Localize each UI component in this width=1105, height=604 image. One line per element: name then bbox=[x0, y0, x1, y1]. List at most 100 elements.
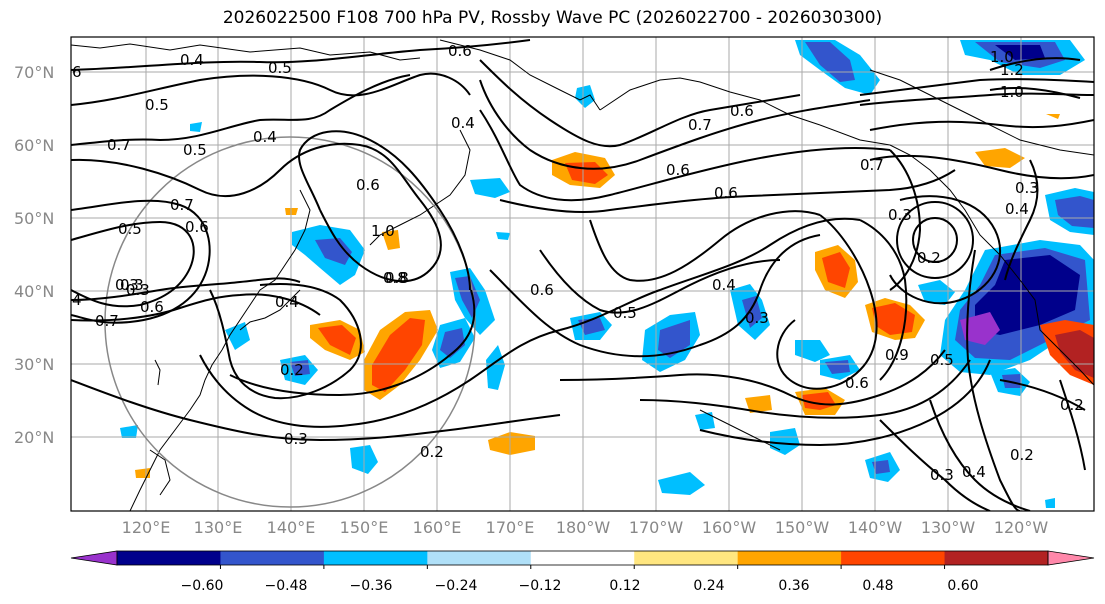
lon-label: 170°W bbox=[629, 518, 684, 537]
colorbar-bin bbox=[117, 551, 221, 565]
colorbar-tick-label: 0.12 bbox=[609, 578, 640, 594]
contour-label: 0.6 bbox=[356, 176, 380, 194]
contour-label: 6 bbox=[72, 63, 82, 81]
lon-label: 160°W bbox=[702, 518, 757, 537]
colorbar-bin bbox=[634, 551, 739, 565]
contour-label: 0.3 bbox=[284, 430, 308, 448]
contour-label: 0.3 bbox=[745, 309, 769, 327]
contour-label: 0.7 bbox=[107, 136, 131, 154]
colorbar-bin bbox=[427, 551, 532, 565]
contour-label: 0.3 bbox=[126, 281, 150, 299]
contour-label: 4 bbox=[72, 291, 82, 309]
anomaly-blob bbox=[488, 432, 535, 455]
contour-label: 0.5 bbox=[145, 96, 169, 114]
anomaly-blob bbox=[225, 322, 250, 350]
contour-label: 1.0 bbox=[371, 222, 395, 240]
lon-labels: 120°E 130°E 140°E 150°E 160°E 170°E 180°… bbox=[122, 518, 1049, 537]
anomaly-blob bbox=[372, 318, 425, 392]
anomaly-blob bbox=[382, 230, 400, 250]
shading-layer bbox=[120, 40, 1094, 508]
contour-label: 0.6 bbox=[185, 218, 209, 236]
pv-contours bbox=[71, 39, 1094, 511]
lon-label: 150°E bbox=[340, 518, 389, 537]
anomaly-blob bbox=[120, 425, 138, 438]
contour-label: 0.4 bbox=[451, 114, 475, 132]
lat-label: 30°N bbox=[14, 355, 54, 374]
contour-label: 0.5 bbox=[613, 304, 637, 322]
contour-label: 0.3 bbox=[930, 466, 954, 484]
contour-label: 0.6 bbox=[714, 184, 738, 202]
contour-label: 0.6 bbox=[730, 102, 754, 120]
contour-label: 0.6 bbox=[448, 42, 472, 60]
lon-label: 150°W bbox=[775, 518, 830, 537]
contour-label: 0.4 bbox=[253, 128, 277, 146]
contour-labels: 6 0.7 0.5 0.4 0.5 0.4 0.6 0.7 0.6 0.4 0.… bbox=[72, 42, 1084, 484]
anomaly-blob bbox=[658, 320, 690, 358]
map-frame bbox=[70, 36, 1095, 512]
contour-label: 0.7 bbox=[860, 156, 884, 174]
anomaly-blob bbox=[975, 148, 1025, 168]
anomaly-blob bbox=[918, 280, 955, 305]
anomaly-blob bbox=[872, 460, 890, 474]
contour-label: 0.6 bbox=[140, 298, 164, 316]
map-title: 2026022500 F108 700 hPa PV, Rossby Wave … bbox=[222, 8, 883, 28]
lat-label: 50°N bbox=[14, 209, 54, 228]
anomaly-blob bbox=[486, 345, 505, 390]
lat-label: 70°N bbox=[14, 63, 54, 82]
lat-labels: 70°N 60°N 50°N 40°N 30°N 20°N bbox=[14, 63, 54, 447]
contour-label: 0.4 bbox=[712, 276, 736, 294]
contour-label: 0.5 bbox=[183, 141, 207, 159]
contour-label: 0.6 bbox=[530, 281, 554, 299]
anomaly-blob bbox=[190, 122, 202, 132]
colorbar-frame bbox=[116, 550, 1049, 566]
contour-label: 0.8 bbox=[383, 269, 407, 287]
lat-label: 40°N bbox=[14, 282, 54, 301]
colorbar bbox=[70, 550, 1095, 569]
anomaly-blob bbox=[440, 328, 465, 358]
colorbar-bin bbox=[530, 551, 635, 565]
colorbar-tick-label: −0.12 bbox=[519, 578, 562, 594]
lon-label: 130°W bbox=[921, 518, 976, 537]
lat-label: 20°N bbox=[14, 428, 54, 447]
colorbar-bin bbox=[737, 551, 842, 565]
colorbar-tick-label: 0.60 bbox=[947, 578, 978, 594]
contour-label: 0.4 bbox=[962, 463, 986, 481]
contour-label: 0.4 bbox=[275, 293, 299, 311]
colorbar-tick-label: 0.24 bbox=[693, 578, 724, 594]
colorbar-tick-label: 0.48 bbox=[862, 578, 893, 594]
contour-label: 0.3 bbox=[1015, 179, 1039, 197]
anomaly-blob bbox=[658, 472, 705, 495]
lon-label: 120°W bbox=[994, 518, 1049, 537]
contour-label: 0.5 bbox=[268, 59, 292, 77]
contour-label: 0.2 bbox=[420, 443, 444, 461]
colorbar-tick-label: −0.36 bbox=[350, 578, 393, 594]
colorbar-bin bbox=[841, 551, 946, 565]
graticule bbox=[71, 37, 1094, 511]
contour-label: 0.5 bbox=[930, 351, 954, 369]
colorbar-tick-label: 0.36 bbox=[778, 578, 809, 594]
anomaly-blob bbox=[315, 238, 352, 265]
contour-label: 0.2 bbox=[280, 361, 304, 379]
anomaly-blob bbox=[1045, 498, 1055, 508]
lon-label: 120°E bbox=[122, 518, 171, 537]
lat-label: 60°N bbox=[14, 136, 54, 155]
colorbar-extend-min bbox=[70, 550, 118, 566]
contour-label: 0.7 bbox=[688, 116, 712, 134]
contour-label: 1.2 bbox=[1000, 61, 1024, 79]
contour-label: 0.9 bbox=[885, 346, 909, 364]
colorbar-tick-label: −0.60 bbox=[181, 578, 224, 594]
anomaly-blob bbox=[695, 412, 715, 430]
contour-label: 0.3 bbox=[888, 206, 912, 224]
colorbar-labels: −0.60 −0.48 −0.36 −0.24 −0.12 0.12 0.24 … bbox=[181, 578, 979, 594]
colorbar-bin bbox=[944, 551, 1049, 565]
anomaly-blob bbox=[960, 312, 1000, 345]
contour-label: 0.5 bbox=[118, 220, 142, 238]
anomaly-blob bbox=[1002, 374, 1022, 388]
anomaly-blob bbox=[745, 395, 772, 413]
lon-label: 170°E bbox=[486, 518, 535, 537]
colorbar-bin bbox=[323, 551, 428, 565]
contour-label: 0.8 bbox=[385, 269, 409, 287]
lon-label: 140°E bbox=[267, 518, 316, 537]
colorbar-bin bbox=[220, 551, 325, 565]
anomaly-blob bbox=[742, 296, 762, 328]
